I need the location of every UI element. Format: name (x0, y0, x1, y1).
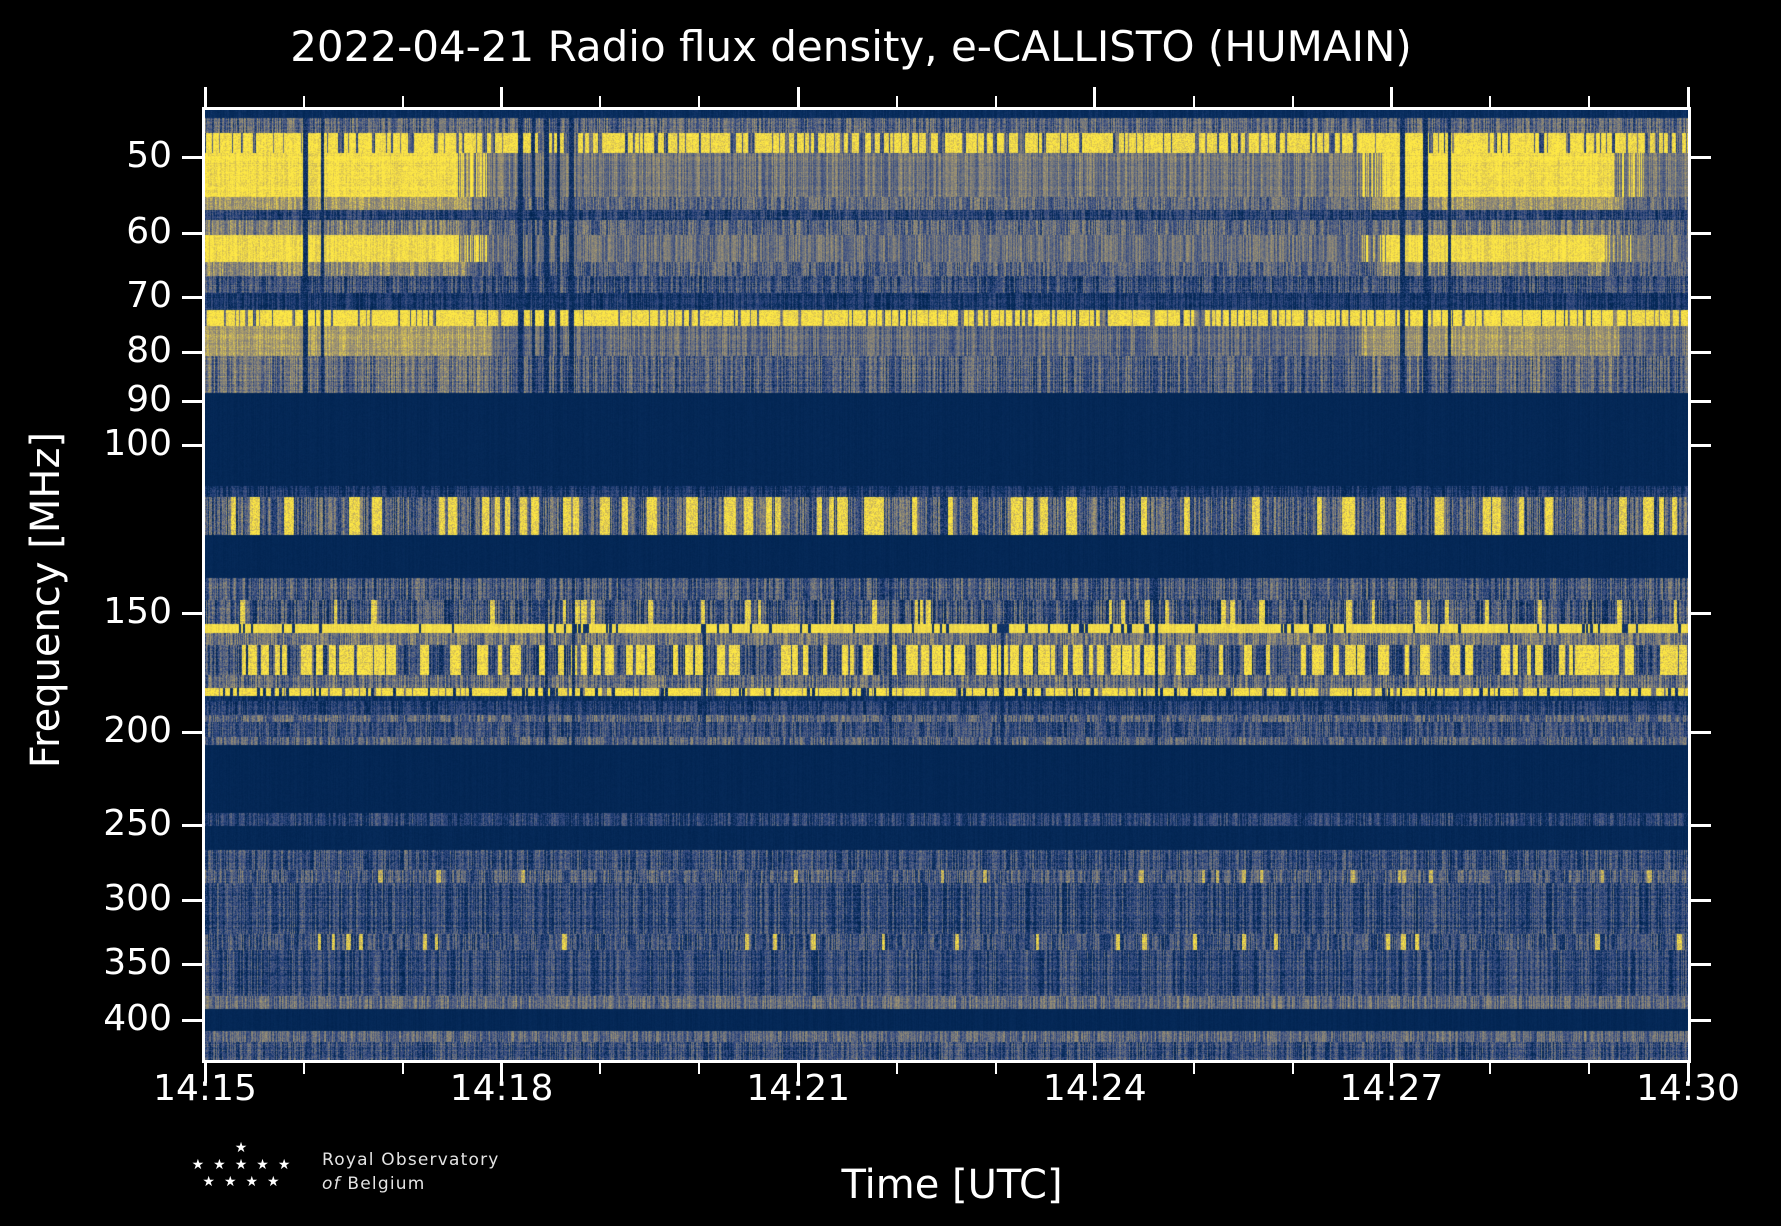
axis-tick (182, 823, 202, 827)
y-tick-label: 250 (103, 803, 172, 844)
y-tick-label: 100 (103, 423, 172, 464)
x-tick-label: 14:24 (1042, 1068, 1147, 1109)
axis-tick (500, 87, 504, 107)
axis-tick (1389, 1063, 1393, 1083)
axis-tick (1691, 231, 1711, 235)
star-row-icon: ★★★★ (202, 1174, 289, 1190)
axis-tick (182, 231, 202, 235)
axis-tick (1691, 350, 1711, 354)
y-tick-label: 80 (126, 330, 172, 371)
axis-tick (1093, 87, 1097, 107)
axis-tick (1691, 730, 1711, 734)
axis-tick (203, 87, 207, 107)
axis-tick (994, 96, 997, 107)
axis-tick (1691, 611, 1711, 615)
axis-tick (1691, 898, 1711, 902)
axis-tick (1291, 1063, 1294, 1074)
axis-tick (182, 399, 202, 403)
axis-tick (1489, 1063, 1492, 1074)
axis-tick (698, 1063, 701, 1074)
axis-tick (302, 1063, 305, 1074)
axis-tick (796, 1063, 800, 1083)
x-tick-label: 14:27 (1339, 1068, 1444, 1109)
spectrogram-canvas (205, 110, 1688, 1060)
axis-tick (1691, 962, 1711, 966)
axis-tick (182, 155, 202, 159)
axis-tick (1291, 96, 1294, 107)
axis-tick (1691, 399, 1711, 403)
axis-tick (1489, 96, 1492, 107)
axis-tick (1691, 155, 1711, 159)
rob-logo-text: Royal Observatory of Belgium (322, 1140, 500, 1196)
axis-tick (203, 1063, 207, 1083)
x-tick-label: 14:18 (449, 1068, 554, 1109)
y-tick-label: 150 (103, 591, 172, 632)
axis-tick (1588, 96, 1591, 107)
axis-tick (896, 1063, 899, 1074)
axis-tick (698, 96, 701, 107)
axis-tick (1686, 87, 1690, 107)
axis-tick (796, 87, 800, 107)
axis-tick (896, 96, 899, 107)
rob-logo-stars-icon: ★ ★★★★★ ★★★★ (180, 1140, 302, 1191)
star-row-icon: ★ (234, 1140, 257, 1156)
y-tick-label: 350 (103, 942, 172, 983)
x-tick-label: 14:21 (746, 1068, 851, 1109)
axis-tick (1691, 295, 1711, 299)
axis-tick (1691, 443, 1711, 447)
axis-tick (182, 611, 202, 615)
axis-tick (182, 295, 202, 299)
y-tick-label: 400 (103, 998, 172, 1039)
axis-tick (500, 1063, 504, 1083)
axis-tick (1588, 1063, 1591, 1074)
y-axis-label: Frequency [MHz] (23, 431, 69, 769)
star-row-icon: ★★★★★ (191, 1157, 300, 1173)
chart-title: 2022-04-21 Radio flux density, e-CALLIST… (290, 22, 1412, 71)
axis-tick (182, 730, 202, 734)
y-tick-label: 90 (126, 379, 172, 420)
y-tick-label: 60 (126, 211, 172, 252)
rob-logo-line2: of Belgium (322, 1174, 426, 1194)
axis-tick (1691, 1018, 1711, 1022)
axis-tick (1389, 87, 1393, 107)
axis-tick (1691, 823, 1711, 827)
y-tick-label: 50 (126, 135, 172, 176)
axis-tick (182, 350, 202, 354)
axis-tick (401, 1063, 404, 1074)
axis-tick (182, 962, 202, 966)
axis-tick (182, 443, 202, 447)
axis-tick (1686, 1063, 1690, 1083)
axis-tick (302, 96, 305, 107)
y-tick-label: 300 (103, 878, 172, 919)
axis-tick (182, 1018, 202, 1022)
x-tick-label: 14:30 (1636, 1068, 1740, 1109)
axis-tick (1192, 96, 1195, 107)
axis-tick (599, 96, 602, 107)
axis-tick (401, 96, 404, 107)
axis-tick (599, 1063, 602, 1074)
y-tick-label: 70 (126, 275, 172, 316)
x-tick-label: 14:15 (153, 1068, 257, 1109)
axis-tick (182, 898, 202, 902)
x-axis-label: Time [UTC] (841, 1162, 1063, 1208)
rob-logo-line1: Royal Observatory (322, 1150, 500, 1170)
axis-tick (994, 1063, 997, 1074)
rob-logo: ★ ★★★★★ ★★★★ Royal Observatory of Belgium (180, 1140, 500, 1196)
y-tick-label: 200 (103, 710, 172, 751)
axis-tick (1093, 1063, 1097, 1083)
axis-tick (1192, 1063, 1195, 1074)
